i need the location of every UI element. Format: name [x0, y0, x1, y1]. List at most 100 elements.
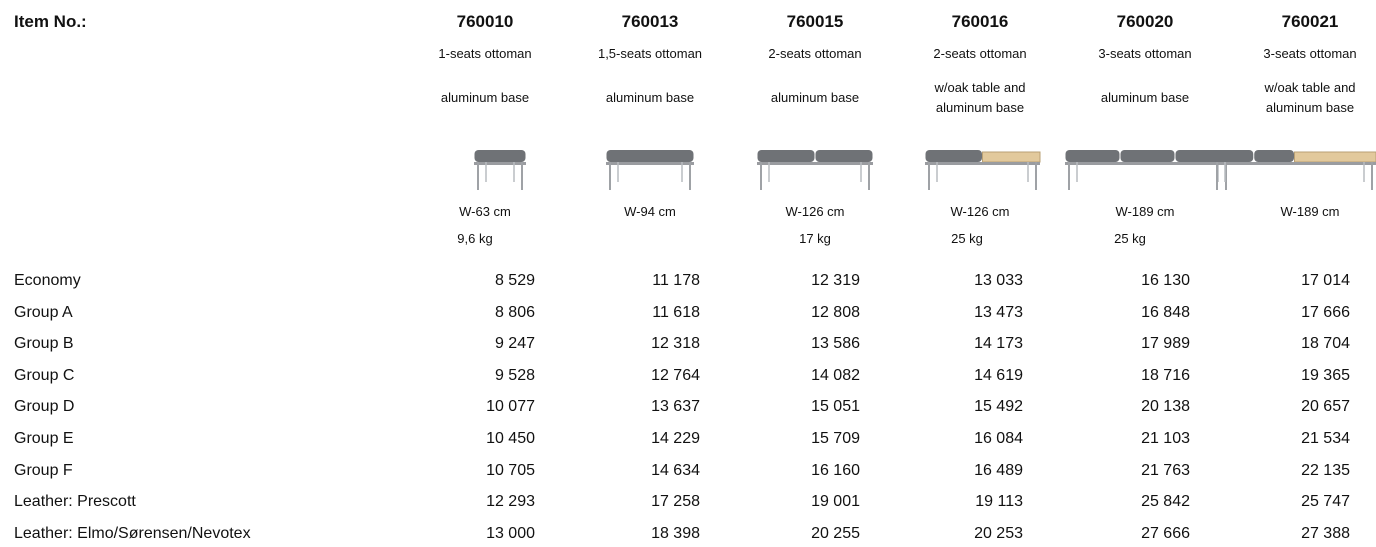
price: 16 848	[1141, 303, 1190, 321]
price: 22 135	[1301, 461, 1350, 479]
price: 25 747	[1301, 493, 1350, 511]
bench-part	[606, 150, 694, 162]
item-width: W-189 cm	[1115, 204, 1175, 219]
row-label: Group F	[14, 461, 73, 479]
price: 12 764	[651, 366, 700, 384]
price: 21 534	[1301, 430, 1350, 447]
price: 12 319	[811, 272, 860, 289]
bench-part	[606, 162, 694, 165]
price: 20 253	[974, 524, 1023, 542]
price: 12 808	[811, 303, 860, 321]
price: 20 255	[811, 524, 860, 542]
bench-part	[1294, 151, 1376, 163]
price: 16 489	[974, 461, 1023, 479]
price: 10 450	[486, 430, 535, 447]
bench-part	[757, 150, 815, 162]
price: 21 763	[1141, 461, 1190, 479]
price: 14 634	[651, 461, 700, 479]
price: 14 173	[974, 335, 1023, 353]
bench-part	[474, 150, 526, 162]
price: 25 842	[1141, 493, 1190, 511]
price: 15 709	[811, 430, 860, 447]
price: 19 001	[811, 493, 860, 511]
item-number: 760015	[786, 12, 844, 31]
bench-part	[925, 150, 982, 162]
row-label: Group E	[14, 430, 74, 447]
item-base: aluminum base	[770, 90, 860, 105]
bench-part	[1065, 162, 1230, 165]
price: 27 388	[1301, 524, 1350, 542]
price: 13 033	[974, 272, 1023, 289]
price: 20 138	[1141, 398, 1190, 416]
bench-part	[815, 150, 873, 162]
item-name: 3-seats ottoman	[1263, 46, 1357, 61]
bench-part	[474, 162, 526, 165]
price: 14 082	[811, 366, 860, 384]
price: 27 666	[1141, 524, 1190, 542]
price: 15 492	[974, 398, 1023, 416]
price: 13 586	[811, 335, 860, 353]
item-number: 760020	[1116, 12, 1174, 31]
price: 20 657	[1301, 398, 1350, 416]
item-name: 2-seats ottoman	[768, 46, 862, 61]
item-number: 760016	[951, 12, 1009, 31]
row-label: Group D	[14, 398, 75, 416]
price: 11 618	[652, 303, 700, 321]
item-name: 3-seats ottoman	[1098, 46, 1192, 61]
price: 17 014	[1301, 272, 1350, 289]
bench-part	[1065, 150, 1120, 162]
item-weight: 9,6 kg	[457, 231, 493, 246]
price: 16 160	[811, 461, 860, 479]
price: 14 619	[974, 366, 1023, 384]
item-number: 760013	[621, 12, 679, 31]
price: 21 103	[1141, 430, 1190, 447]
item-base: aluminum base	[935, 100, 1025, 115]
item-width: W-126 cm	[950, 204, 1010, 219]
price: 13 473	[974, 303, 1023, 321]
price: 18 398	[651, 524, 700, 542]
price: 12 293	[486, 493, 535, 511]
price: 17 989	[1141, 335, 1190, 353]
bench-part	[757, 162, 873, 165]
item-weight: 25 kg	[951, 231, 983, 246]
item-width: W-126 cm	[785, 204, 845, 219]
price: 10 077	[486, 398, 535, 416]
bench-part	[982, 151, 1041, 163]
row-label: Group B	[14, 335, 74, 353]
item-weight: 25 kg	[1114, 231, 1146, 246]
item-base: aluminum base	[1265, 100, 1355, 115]
price: 15 051	[811, 398, 860, 416]
price: 11 178	[652, 272, 700, 289]
item-width: W-94 cm	[624, 204, 676, 219]
price: 12 318	[651, 335, 700, 353]
item-name: 1,5-seats ottoman	[597, 46, 703, 61]
price: 9 247	[494, 335, 535, 353]
price: 18 716	[1141, 366, 1190, 384]
row-label: Leather: Prescott	[14, 493, 136, 511]
item-weight: 17 kg	[799, 231, 831, 246]
item-number: 760021	[1281, 12, 1339, 31]
item-name: 1-seats ottoman	[438, 46, 532, 61]
row-label: Economy	[14, 272, 81, 289]
bench-part	[1213, 162, 1376, 165]
row-label: Group C	[14, 366, 75, 384]
item-base: w/oak table and	[934, 80, 1026, 95]
header-label: Item No.:	[14, 12, 87, 31]
bench-part	[1254, 150, 1294, 162]
item-base: aluminum base	[440, 90, 530, 105]
price: 18 704	[1301, 335, 1350, 353]
row-label: Leather: Elmo/Sørensen/Nevotex	[14, 524, 251, 542]
price: 10 705	[486, 461, 535, 479]
bench-part	[925, 162, 1040, 165]
price: 19 365	[1301, 366, 1350, 384]
bench-part	[1213, 150, 1254, 162]
item-base: aluminum base	[1100, 90, 1190, 105]
price: 16 084	[974, 430, 1023, 447]
item-base: aluminum base	[605, 90, 695, 105]
item-name: 2-seats ottoman	[933, 46, 1027, 61]
price: 14 229	[651, 430, 700, 447]
row-label: Group A	[14, 303, 73, 321]
price: 8 529	[494, 272, 535, 289]
price: 13 637	[651, 398, 700, 416]
